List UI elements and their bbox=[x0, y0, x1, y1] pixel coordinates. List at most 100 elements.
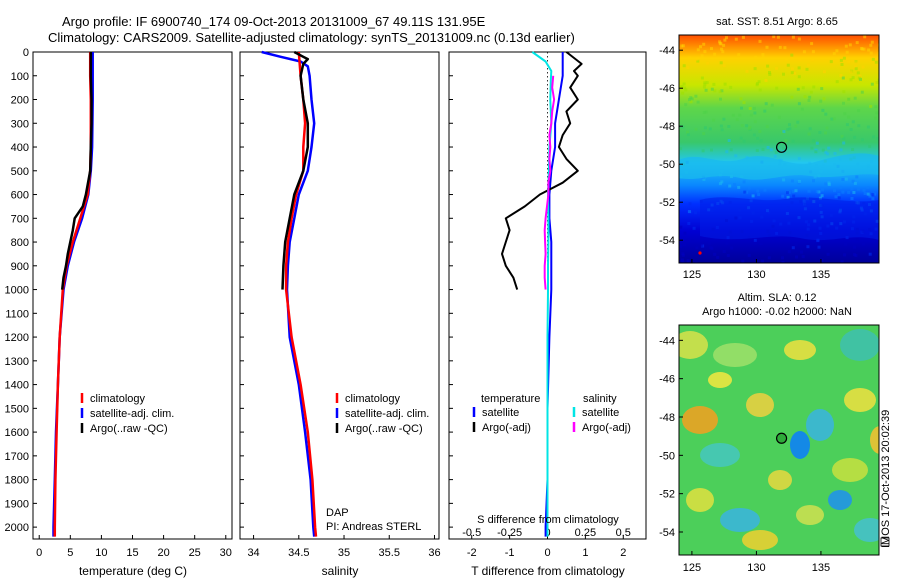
map-x-tick-label: 135 bbox=[812, 269, 830, 281]
sst-pixel bbox=[845, 50, 849, 54]
sst-pixel bbox=[860, 47, 864, 50]
salinity-tick-label: 35.5 bbox=[379, 547, 400, 559]
sst-pixel bbox=[834, 195, 838, 199]
salinity-line-0 bbox=[284, 51, 318, 537]
map-x-tick-label: 125 bbox=[683, 562, 701, 574]
sst-pixel bbox=[687, 210, 691, 214]
depth-tick-label: 100 bbox=[11, 71, 29, 83]
sst-pixel bbox=[847, 191, 851, 194]
sst-pixel bbox=[874, 105, 878, 109]
sst-pixel bbox=[725, 150, 729, 154]
sst-pixel bbox=[688, 98, 691, 102]
sst-pixel bbox=[841, 178, 845, 181]
sst-pixel bbox=[727, 139, 731, 142]
map-x-tick-label: 130 bbox=[747, 562, 765, 574]
sst-pixel bbox=[795, 255, 798, 259]
sst-pixel bbox=[837, 193, 841, 196]
sst-pixel bbox=[857, 109, 861, 113]
salinity-x-ticks: 34 34.5 35 35.5 36 bbox=[247, 535, 441, 559]
depth-tick-label: 1400 bbox=[5, 380, 29, 392]
sst-pixel bbox=[758, 39, 762, 43]
sst-pixel bbox=[738, 113, 742, 117]
legend-title-salinity: salinity bbox=[583, 393, 617, 405]
legend-title-temperature: temperature bbox=[481, 393, 540, 405]
sst-pixel bbox=[719, 61, 723, 65]
sla-blob bbox=[832, 458, 868, 482]
sdiff-tick-label: 0.25 bbox=[575, 527, 596, 539]
sst-pixel bbox=[877, 78, 879, 82]
sst-pixel bbox=[790, 67, 794, 71]
sst-pixel bbox=[839, 148, 843, 152]
sst-pixel bbox=[752, 133, 756, 137]
sst-pixel bbox=[782, 72, 785, 76]
map-y-tick-label: -44 bbox=[659, 45, 675, 57]
map-x-tick-label: 125 bbox=[683, 269, 701, 281]
sst-pixel bbox=[716, 255, 720, 259]
sst-pixel bbox=[797, 157, 801, 161]
sst-pixel bbox=[700, 76, 704, 80]
sst-pixel bbox=[702, 132, 706, 136]
sdiff-tick-label: -0.5 bbox=[462, 527, 481, 539]
sst-pixel bbox=[817, 190, 821, 194]
depth-tick-label: 500 bbox=[11, 166, 29, 178]
sst-pixel bbox=[722, 117, 726, 121]
figure-title-line1: Argo profile: IF 6900740_174 09-Oct-2013… bbox=[62, 14, 486, 29]
sla-blob bbox=[840, 329, 879, 361]
sst-pixel bbox=[703, 82, 707, 86]
sst-pixel bbox=[720, 47, 724, 51]
sst-pixel bbox=[821, 148, 825, 152]
sla-blob bbox=[854, 518, 879, 542]
sst-pixel bbox=[791, 246, 795, 250]
temperature-tick-label: 20 bbox=[157, 547, 169, 559]
sst-pixel bbox=[759, 242, 763, 246]
sst-pixel bbox=[840, 63, 844, 66]
sst-pixel bbox=[835, 49, 839, 53]
sst-pixel bbox=[869, 51, 873, 55]
sst-pixel bbox=[841, 190, 845, 194]
sst-pixel bbox=[781, 194, 785, 198]
sst-pixel bbox=[849, 128, 853, 131]
legend-label: satellite bbox=[582, 407, 619, 419]
temperature-tick-label: 15 bbox=[126, 547, 138, 559]
sst-pixel bbox=[808, 95, 812, 99]
sst-pixel bbox=[701, 149, 705, 153]
sst-pixel bbox=[704, 88, 708, 92]
sst-pixel bbox=[847, 97, 851, 101]
tdiff-tick-label: -1 bbox=[505, 547, 515, 559]
sst-pixel bbox=[703, 50, 707, 54]
sst-pixel bbox=[847, 60, 851, 64]
salinity-panel-frame bbox=[239, 51, 440, 540]
sst-pixel bbox=[855, 41, 859, 45]
sst-red-dot bbox=[698, 251, 702, 255]
sst-pixel bbox=[869, 104, 873, 108]
sst-pixel bbox=[824, 112, 828, 116]
sst-pixel bbox=[739, 136, 743, 140]
sst-pixel bbox=[786, 195, 790, 199]
map-x-tick-label: 130 bbox=[747, 269, 765, 281]
sst-pixel bbox=[702, 85, 706, 89]
sst-pixel bbox=[786, 191, 790, 195]
sst-pixel bbox=[821, 188, 824, 192]
sst-pixel bbox=[761, 259, 765, 263]
sst-pixel bbox=[679, 147, 683, 151]
sst-pixel bbox=[866, 125, 870, 129]
sst-pixel bbox=[748, 107, 752, 110]
sst-pixel bbox=[754, 55, 758, 59]
sst-pixel bbox=[803, 239, 807, 243]
sst-pixel bbox=[680, 258, 684, 262]
sst-pixel bbox=[721, 50, 725, 54]
sst-pixel bbox=[745, 69, 749, 73]
sst-pixel bbox=[794, 242, 798, 246]
sst-pixel bbox=[765, 125, 769, 129]
sst-pixel bbox=[722, 43, 726, 47]
sst-pixel bbox=[855, 175, 859, 179]
sst-pixel bbox=[681, 125, 685, 129]
salinity-series bbox=[261, 50, 318, 537]
sst-pixel bbox=[840, 260, 844, 263]
sst-pixel bbox=[790, 71, 794, 75]
difference-legend: temperature salinity satellite Argo(-adj) sa… bbox=[472, 393, 631, 434]
sst-pixel bbox=[792, 194, 796, 198]
sst-pixel bbox=[848, 43, 852, 47]
sst-pixel bbox=[844, 44, 848, 48]
